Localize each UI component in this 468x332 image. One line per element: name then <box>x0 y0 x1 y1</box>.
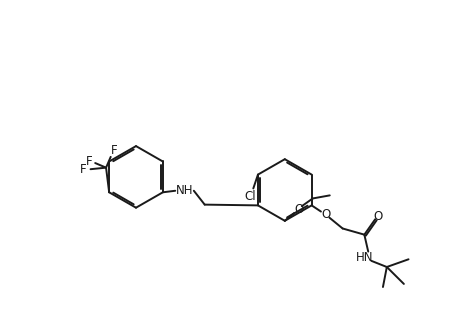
Text: F: F <box>80 163 86 176</box>
Text: O: O <box>321 208 330 221</box>
Text: NH: NH <box>176 184 193 197</box>
Text: O: O <box>373 210 383 223</box>
Text: Cl: Cl <box>244 190 256 203</box>
Text: O: O <box>294 203 303 216</box>
Text: F: F <box>110 144 117 157</box>
Text: F: F <box>86 155 92 168</box>
Text: HN: HN <box>356 251 374 264</box>
